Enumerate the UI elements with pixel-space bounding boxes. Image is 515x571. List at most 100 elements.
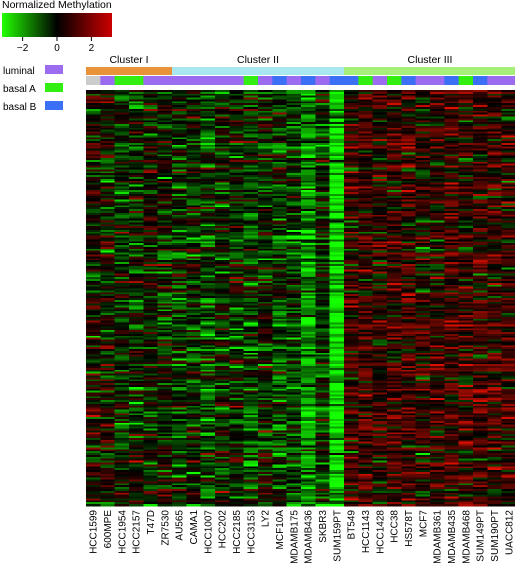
heatmap-cell xyxy=(244,387,259,389)
heatmap-cell xyxy=(358,158,373,160)
heatmap-cell xyxy=(258,145,273,147)
heatmap-cell xyxy=(387,366,402,368)
heatmap-cell xyxy=(244,451,259,453)
heatmap-cell xyxy=(244,411,259,413)
heatmap-cell xyxy=(387,476,402,478)
heatmap-cell xyxy=(215,234,230,236)
heatmap-cell xyxy=(387,393,402,395)
heatmap-cell xyxy=(215,372,230,374)
heatmap-cell xyxy=(172,444,187,446)
heatmap-cell xyxy=(258,449,273,451)
heatmap-cell xyxy=(401,135,416,137)
heatmap-cell xyxy=(129,300,144,302)
heatmap-cell xyxy=(100,341,115,343)
heatmap-cell xyxy=(186,328,201,330)
heatmap-cell xyxy=(186,126,201,128)
heatmap-cell xyxy=(258,160,273,162)
heatmap-cell xyxy=(86,311,101,313)
heatmap-cell xyxy=(215,347,230,349)
heatmap-cell xyxy=(358,245,373,247)
heatmap-cell xyxy=(86,152,101,154)
heatmap-cell xyxy=(344,258,359,260)
heatmap-cell xyxy=(373,307,388,309)
heatmap-cell xyxy=(115,383,130,385)
heatmap-cell xyxy=(344,359,359,361)
heatmap-cell xyxy=(229,207,244,209)
heatmap-cell xyxy=(344,109,359,111)
heatmap-cell xyxy=(387,270,402,272)
heatmap-cell xyxy=(258,177,273,179)
heatmap-cell xyxy=(387,438,402,440)
heatmap-cell xyxy=(229,334,244,336)
heatmap-cell xyxy=(358,287,373,289)
heatmap-cell xyxy=(401,139,416,141)
heatmap-cell xyxy=(344,186,359,188)
heatmap-cell xyxy=(186,164,201,166)
heatmap-cell xyxy=(186,171,201,173)
heatmap-cell xyxy=(229,360,244,362)
heatmap-cell xyxy=(258,215,273,217)
heatmap-cell xyxy=(115,374,130,376)
heatmap-cell xyxy=(344,417,359,419)
heatmap-cell xyxy=(358,255,373,257)
heatmap-cell xyxy=(315,94,330,96)
heatmap-cell xyxy=(229,442,244,444)
heatmap-cell xyxy=(272,234,287,236)
heatmap-cell xyxy=(258,302,273,304)
heatmap-cell xyxy=(258,472,273,474)
heatmap-cell xyxy=(115,113,130,115)
heatmap-cell xyxy=(315,357,330,359)
heatmap-cell xyxy=(115,493,130,495)
heatmap-cell xyxy=(186,353,201,355)
heatmap-cell xyxy=(244,236,259,238)
heatmap-cell xyxy=(172,330,187,332)
heatmap-cell xyxy=(129,421,144,423)
heatmap-cell xyxy=(315,374,330,376)
heatmap-cell xyxy=(272,171,287,173)
heatmap-cell xyxy=(330,185,345,187)
heatmap-cell xyxy=(201,186,216,188)
heatmap-cell xyxy=(129,495,144,497)
heatmap-cell xyxy=(244,436,259,438)
heatmap-cell xyxy=(373,245,388,247)
heatmap-cell xyxy=(172,205,187,207)
heatmap-cell xyxy=(272,324,287,326)
heatmap-cell xyxy=(86,275,101,277)
heatmap-cell xyxy=(258,273,273,275)
heatmap-cell xyxy=(244,96,259,98)
heatmap-cell xyxy=(186,239,201,241)
heatmap-cell xyxy=(129,228,144,230)
heatmap-cell xyxy=(315,451,330,453)
heatmap-cell xyxy=(158,130,173,132)
heatmap-cell xyxy=(215,483,230,485)
heatmap-cell xyxy=(258,220,273,222)
heatmap-cell xyxy=(287,99,302,101)
heatmap-cell xyxy=(215,249,230,251)
heatmap-cell xyxy=(387,362,402,364)
heatmap-cell xyxy=(287,319,302,321)
heatmap-cell xyxy=(129,319,144,321)
heatmap-cell xyxy=(229,105,244,107)
heatmap-cell xyxy=(158,185,173,187)
heatmap-cell xyxy=(244,474,259,476)
heatmap-cell xyxy=(186,419,201,421)
heatmap-cell xyxy=(158,497,173,499)
heatmap-cell xyxy=(244,296,259,298)
heatmap-cell xyxy=(215,194,230,196)
heatmap-cell xyxy=(315,445,330,447)
heatmap-cell xyxy=(158,447,173,449)
heatmap-cell xyxy=(143,256,158,258)
subtype-cell xyxy=(229,76,244,85)
heatmap-cell xyxy=(143,298,158,300)
heatmap-cell xyxy=(373,449,388,451)
heatmap-cell xyxy=(315,209,330,211)
heatmap-cell xyxy=(86,190,101,192)
heatmap-cell xyxy=(186,230,201,232)
heatmap-cell xyxy=(201,143,216,145)
heatmap-cell xyxy=(344,98,359,100)
heatmap-cell xyxy=(244,90,259,92)
heatmap-cell xyxy=(86,175,101,177)
heatmap-cell xyxy=(287,470,302,472)
heatmap-cell xyxy=(115,408,130,410)
heatmap-cell xyxy=(344,143,359,145)
